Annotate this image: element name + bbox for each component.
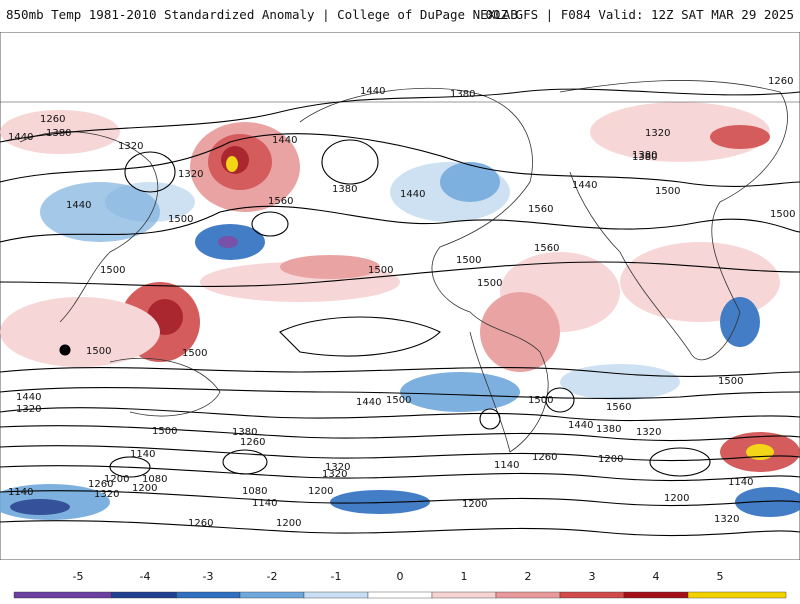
contour-label: 1260 [88,479,113,490]
contour-label: 1320 [118,141,143,152]
contour-label: 1440 [400,189,425,200]
contour-label: 1320 [325,462,350,473]
contour-label: 1440 [272,135,297,146]
contour-label: 1260 [768,76,793,87]
anomaly-shading [0,102,800,520]
contour-label: 1320 [16,404,41,415]
contour-label: 1140 [8,487,33,498]
colorbar-segment [13,591,112,599]
colorbar-segment [367,591,433,599]
contour-label: 1260 [188,518,213,529]
colorbar-tick-label: 0 [396,570,404,583]
contour-label: 1320 [178,169,203,180]
contour-label: 1320 [645,128,670,139]
contour-label: 1320 [636,427,661,438]
global-anomaly-map: 1260 1380 1440 1320 1320 1440 1500 1440 … [0,32,800,560]
contour-label: 1500 [386,395,411,406]
colorbar-segment [687,591,787,599]
contour-label: 1260 [40,114,65,125]
colorbar-segment [239,591,305,599]
contour-label: 1560 [528,204,553,215]
contour-label: 1500 [86,346,111,357]
contour-label: 1140 [130,449,155,460]
coastlines [0,80,800,453]
contour-label: 1560 [268,196,293,207]
height-contours [0,88,800,537]
contour-labels: 1260 1380 1440 1320 1320 1440 1500 1440 … [8,76,795,529]
contour-label: 1500 [718,376,743,387]
contour-label: 1500 [152,426,177,437]
colorbar-segment [303,591,369,599]
contour-label: 1380 [232,427,257,438]
contour-label: 1200 [462,499,487,510]
model-run-info: 00Z GFS | F084 Valid: 12Z SAT MAR 29 202… [485,7,794,22]
contour-label: 1440 [568,420,593,431]
colorbar-tick-label: 3 [588,570,596,583]
contour-label: 1440 [8,132,33,143]
contour-label: 1440 [16,392,41,403]
contour-label: 1200 [104,474,129,485]
contour-label: 1500 [168,214,193,225]
contour-label: 1500 [528,395,553,406]
colorbar-segment [495,591,561,599]
contour-label: 1380 [450,89,475,100]
contour-label: 1500 [368,265,393,276]
contour-label: 1260 [240,437,265,448]
contour-label: 1320 [322,469,347,480]
colorbar-segments [13,591,787,599]
map-header: 850mb Temp 1981-2010 Standardized Anomal… [0,0,800,32]
colorbar-segment [559,591,625,599]
colorbar-svg [13,591,787,599]
contour-label: 1380 [632,150,657,161]
contour-label: 1200 [276,518,301,529]
contour-label: 1080 [142,474,167,485]
contour-label: 1320 [94,489,119,500]
colorbar-tick-label: -3 [202,570,214,583]
contour-label: 1080 [242,486,267,497]
contour-label: 1320 [714,514,739,525]
contour-label: 1200 [664,493,689,504]
contour-label: 1500 [182,348,207,359]
contour-label: 1260 [532,452,557,463]
contour-label: 1440 [572,180,597,191]
contour-label: 1500 [770,209,795,220]
contour-label: 1500 [655,186,680,197]
contour-label: 1500 [456,255,481,266]
colorbar-tick-label: 5 [716,570,724,583]
contour-label: 1200 [308,486,333,497]
map-title: 850mb Temp 1981-2010 Standardized Anomal… [6,7,518,22]
contour-label: 1380 [632,152,657,163]
contour-label: 1140 [728,477,753,488]
contour-label: 1380 [46,128,71,139]
colorbar-tick-label: 1 [460,570,468,583]
contour-label: 1440 [356,397,381,408]
colorbar-segment [176,591,241,599]
contour-label: 1200 [132,483,157,494]
colorbar-tick-label: -2 [266,570,278,583]
contour-label: 1560 [606,402,631,413]
contour-label: 1500 [477,278,502,289]
contour-label: 1500 [100,265,125,276]
colorbar-tick-label: 4 [652,570,660,583]
contour-label: 1200 [598,454,623,465]
contour-label: 1440 [66,200,91,211]
contour-label: 1140 [494,460,519,471]
colorbar-tick-label: -1 [330,570,342,583]
anomaly-colorbar: -5 -4 -3 -2 -1 0 1 2 3 4 5 [0,570,800,600]
contour-label: 1440 [360,86,385,97]
contour-label: 1560 [534,243,559,254]
colorbar-tick-label: -4 [139,570,151,583]
colorbar-tick-label: 2 [524,570,532,583]
colorbar-segment [623,591,689,599]
map-canvas: 1260 1380 1440 1320 1320 1440 1500 1440 … [0,32,800,560]
contour-label: 1380 [332,184,357,195]
contour-label: 1380 [596,424,621,435]
contour-label: 1140 [252,498,277,509]
colorbar-tick-label: -5 [72,570,84,583]
colorbar-segment [111,591,177,599]
colorbar-segment [431,591,497,599]
